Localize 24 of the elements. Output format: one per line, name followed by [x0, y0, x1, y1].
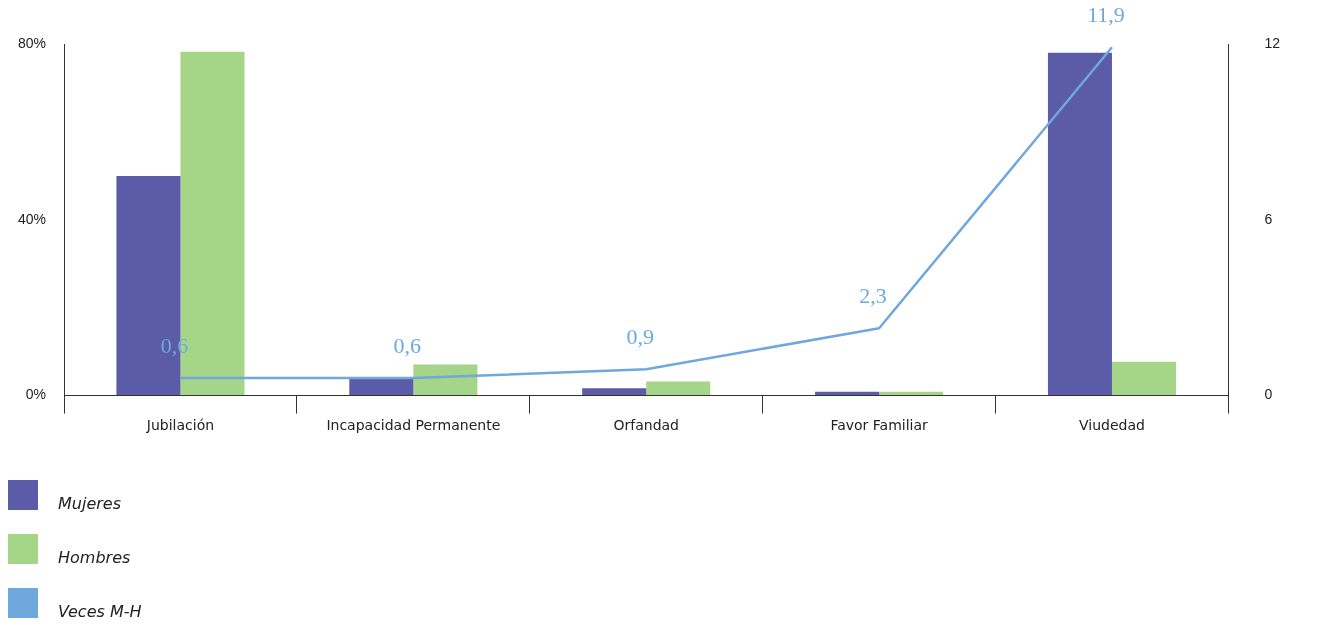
y-tick-label: 0% — [25, 386, 47, 403]
legend-label: Mujeres — [58, 493, 121, 513]
x-tick-label: Orfandad — [613, 416, 679, 433]
y2-tick-label: 12 — [1264, 35, 1281, 52]
y2-tick-label: 0 — [1264, 386, 1273, 403]
data-label: 0,9 — [626, 324, 654, 350]
data-label: 2,3 — [859, 283, 887, 309]
x-tick-label: Incapacidad Permanente — [326, 416, 501, 433]
legend-label: Veces M-H — [58, 601, 142, 621]
x-tick-label: Jubilación — [145, 416, 215, 433]
y2-tick-label: 6 — [1264, 210, 1273, 227]
bar — [413, 364, 478, 396]
bar — [582, 388, 647, 396]
bar — [349, 378, 414, 396]
data-label: 0,6 — [393, 332, 422, 358]
bar — [1047, 52, 1112, 396]
y-tick-label: 40% — [17, 210, 47, 227]
y-tick-label: 80% — [17, 35, 47, 52]
data-label: 11,9 — [1087, 2, 1125, 28]
bar — [1111, 361, 1177, 396]
legend-label: Hombres — [58, 547, 131, 567]
x-tick-label: Favor Familiar — [830, 416, 929, 433]
bar — [646, 381, 711, 396]
x-tick-label: Viudedad — [1079, 416, 1145, 433]
